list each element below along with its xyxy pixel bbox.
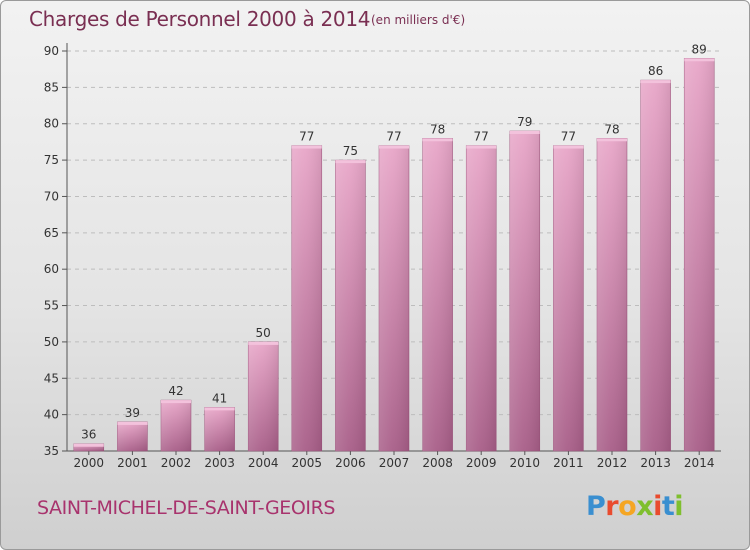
x-tick-label-2003: 2003 [204, 456, 235, 470]
x-tick-label-2007: 2007 [379, 456, 410, 470]
bar-shine [161, 400, 191, 451]
bar-top [509, 131, 540, 134]
x-tick-label-2013: 2013 [640, 456, 671, 470]
logo-letter: x [636, 491, 654, 522]
bar-top [640, 80, 671, 84]
y-tick-label: 50 [44, 335, 59, 349]
logo-letter: r [605, 491, 619, 522]
value-label-2005: 77 [299, 130, 314, 144]
value-label-2001: 39 [125, 406, 140, 420]
y-tick-label: 40 [44, 408, 59, 422]
logo-letter: o [618, 491, 637, 522]
commune-name: SAINT-MICHEL-DE-SAINT-GEOIRS [37, 497, 336, 519]
bar-shine [597, 138, 627, 452]
y-tick-label: 80 [44, 117, 59, 131]
x-tick-label-2004: 2004 [248, 456, 279, 470]
value-label-2011: 77 [561, 130, 576, 144]
bar-shine [466, 145, 497, 451]
x-tick-label-2006: 2006 [335, 456, 366, 470]
value-label-2004: 50 [256, 326, 271, 340]
y-tick-label: 45 [44, 371, 59, 385]
bar-shine [640, 80, 671, 451]
axes: 35 40 45 50 55 60 65 70 75 80 85 90 [44, 43, 721, 458]
bar-top [422, 138, 453, 142]
value-label-2007: 77 [386, 130, 401, 144]
bar-shine [684, 58, 715, 451]
logo-letter: P [586, 491, 606, 522]
value-label-2010: 79 [517, 115, 532, 129]
x-tick-label-2011: 2011 [553, 456, 584, 470]
bar-shine [422, 138, 453, 452]
y-tick-label: 35 [44, 444, 59, 458]
y-tick-label: 60 [44, 262, 59, 276]
y-tick-label: 75 [44, 153, 59, 167]
bar-shine [379, 145, 409, 451]
bar-top [379, 145, 409, 149]
x-tick-label-2009: 2009 [466, 456, 497, 470]
bar-top [335, 160, 366, 164]
bar-shine [248, 341, 279, 451]
bar-shine [204, 407, 235, 451]
bar-shine [291, 145, 322, 451]
value-label-2000: 36 [81, 428, 96, 442]
y-tick-label: 85 [44, 80, 59, 94]
x-tick-label-2014: 2014 [684, 456, 715, 470]
value-label-2013: 86 [648, 64, 663, 78]
x-tick-label-2001: 2001 [117, 456, 148, 470]
bar-top [248, 341, 279, 345]
bar-top [597, 138, 627, 142]
bar-shine [73, 443, 104, 451]
bar-shine [553, 145, 584, 451]
proxiti-logo: Proxiti [586, 491, 684, 522]
bar-top [466, 145, 497, 149]
bar-top [204, 407, 235, 411]
x-tick-label-2008: 2008 [422, 456, 453, 470]
bar-top [291, 145, 322, 149]
labels: 36 2000 39 2001 42 2002 41 2003 50 2004 77 2005 75 20… [74, 42, 715, 470]
bar-top [553, 145, 584, 149]
bars [73, 58, 715, 452]
value-label-2012: 78 [604, 122, 619, 136]
bar-shine [117, 421, 148, 451]
bar-shine [335, 160, 366, 451]
y-tick-label: 65 [44, 226, 59, 240]
x-tick-label-2005: 2005 [292, 456, 323, 470]
chart-subtitle: (en milliers d'€) [371, 13, 466, 27]
value-label-2003: 41 [212, 391, 227, 405]
y-tick-label: 90 [44, 44, 59, 58]
value-label-2008: 78 [430, 122, 445, 136]
logo-letter: t [661, 491, 675, 522]
bar-top [117, 421, 148, 425]
y-tick-label: 55 [44, 299, 59, 313]
y-tick-label: 70 [44, 189, 59, 203]
x-tick-label-2000: 2000 [74, 456, 105, 470]
chart-title: Charges de Personnel 2000 à 2014 [29, 7, 371, 31]
value-label-2009: 77 [474, 130, 489, 144]
bar-top [161, 400, 191, 404]
bar-top [73, 443, 104, 447]
value-label-2014: 89 [692, 42, 707, 56]
x-tick-label-2010: 2010 [510, 456, 541, 470]
x-tick-label-2012: 2012 [597, 456, 628, 470]
logo-letter: i [653, 491, 662, 522]
value-label-2006: 75 [343, 144, 358, 158]
bar-top [684, 58, 715, 62]
x-tick-label-2002: 2002 [161, 456, 192, 470]
value-label-2002: 42 [168, 384, 183, 398]
bar-shine [509, 131, 540, 451]
logo-letter: i [674, 491, 684, 522]
